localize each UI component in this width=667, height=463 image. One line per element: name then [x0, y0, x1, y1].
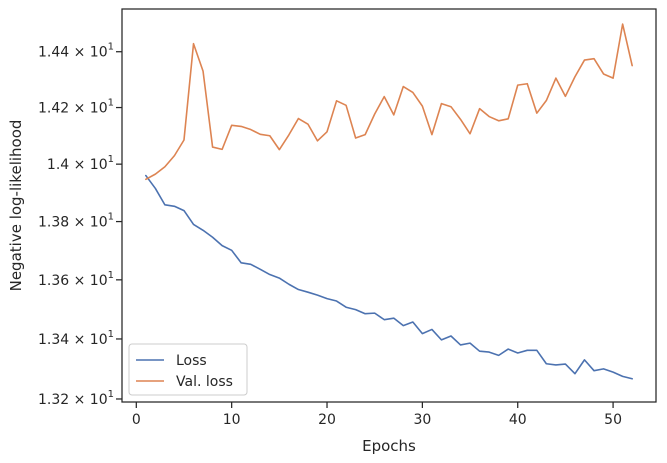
y-tick-label: 1.44 × 101 — [38, 42, 114, 61]
x-tick-label: 0 — [132, 412, 141, 428]
x-tick-label: 30 — [413, 412, 431, 428]
x-axis-label: Epochs — [362, 437, 416, 455]
series-line-loss — [145, 174, 633, 380]
legend: Loss Val. loss — [128, 343, 248, 396]
series-line-val-loss — [145, 23, 633, 181]
legend-label-val-loss: Val. loss — [176, 374, 233, 390]
y-tick-label: 1.36 × 101 — [38, 270, 114, 289]
y-tick-label: 1.38 × 101 — [38, 212, 114, 231]
y-tick-label: 1.42 × 101 — [38, 98, 114, 117]
y-axis-label: Negative log-likelihood — [7, 120, 25, 292]
plot-frame — [121, 8, 657, 403]
series-layer — [145, 23, 633, 380]
x-tick-label: 40 — [509, 412, 527, 428]
legend-box — [128, 343, 248, 396]
x-tick-label: 20 — [318, 412, 336, 428]
y-tick-label: 1.32 × 101 — [38, 389, 114, 408]
x-tick-label: 50 — [604, 412, 622, 428]
y-axis: 1.32 × 101 1.34 × 101 1.36 × 101 1.38 × 101… — [38, 42, 122, 408]
y-tick-label: 1.34 × 101 — [38, 329, 114, 348]
legend-label-loss: Loss — [176, 353, 207, 369]
plot-background — [122, 9, 656, 402]
x-tick-label: 10 — [223, 412, 241, 428]
x-axis: 0 10 20 30 40 50 — [132, 402, 622, 428]
y-tick-label: 1.4 × 101 — [47, 154, 114, 173]
